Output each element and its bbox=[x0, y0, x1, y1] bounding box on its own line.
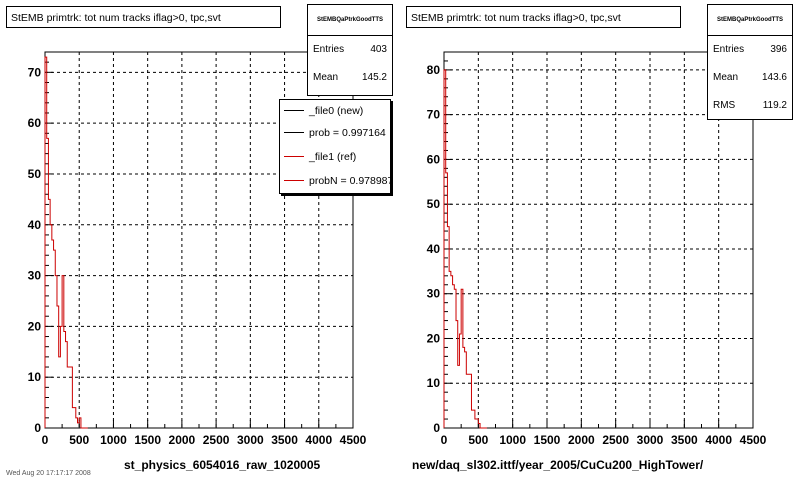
right-stats-mean: Mean 143.6 bbox=[708, 64, 792, 92]
right-y-tick-label: 70 bbox=[427, 108, 441, 122]
legend-entry-probn: probN = 0.978987 bbox=[280, 170, 391, 192]
right-x-tick-label: 3500 bbox=[671, 433, 698, 447]
left-x-tick-label: 2500 bbox=[203, 433, 230, 447]
right-y-tick-label: 20 bbox=[427, 331, 441, 345]
left-y-tick-label: 20 bbox=[28, 319, 42, 333]
left-histogram: 0 500 1000 1500 2000 2500 3000 3500 4000 4500 0 10 2… bbox=[28, 51, 367, 447]
legend-entry-file1: _file1 (ref) bbox=[280, 146, 390, 168]
right-stats-rms-label: RMS bbox=[713, 100, 736, 111]
left-y-tick-label: 30 bbox=[28, 269, 42, 283]
legend-swatch-probn bbox=[284, 180, 304, 181]
left-y-tick-label: 40 bbox=[28, 218, 42, 232]
footer-timestamp: Wed Aug 20 17:17:17 2008 bbox=[6, 470, 91, 477]
left-y-tick-label: 10 bbox=[28, 370, 42, 384]
left-stats-entries-value: 403 bbox=[370, 44, 387, 55]
legend-swatch-prob bbox=[284, 132, 304, 133]
right-x-tick-label: 500 bbox=[468, 433, 488, 447]
right-x-tick-label: 4500 bbox=[740, 433, 767, 447]
right-x-axis-title: new/daq_sl302.ittf/year_2005/CuCu200_Hig… bbox=[412, 458, 704, 472]
left-y-tick-label: 70 bbox=[28, 65, 42, 79]
left-stats-name: StEMBQaPtrkGoodTTS bbox=[308, 5, 392, 36]
legend-label-prob: prob = 0.997164 bbox=[309, 127, 386, 139]
right-stats-mean-label: Mean bbox=[713, 72, 739, 83]
left-x-tick-label: 3000 bbox=[237, 433, 264, 447]
left-x-tick-label: 4000 bbox=[305, 433, 332, 447]
left-y-tick-label: 0 bbox=[34, 421, 41, 435]
right-x-tick-label: 0 bbox=[441, 433, 448, 447]
right-x-tick-label: 2500 bbox=[602, 433, 629, 447]
left-stats-mean: Mean 145.2 bbox=[308, 64, 392, 92]
right-stats-name: StEMBQaPtrkGoodTTS bbox=[708, 5, 792, 36]
legend-label-file0: _file0 (new) bbox=[309, 105, 364, 117]
legend-swatch-file1 bbox=[284, 156, 304, 157]
right-y-tick-label: 40 bbox=[427, 242, 441, 256]
right-y-tick-label: 10 bbox=[427, 376, 441, 390]
left-x-tick-label: 4500 bbox=[340, 433, 367, 447]
legend-swatch-file0 bbox=[284, 110, 304, 111]
left-plot-title: StEMB primtrk: tot num tracks iflag>0, t… bbox=[6, 6, 281, 28]
left-stats-box: StEMBQaPtrkGoodTTS Entries 403 Mean 145.… bbox=[307, 4, 393, 96]
left-stats-entries: Entries 403 bbox=[308, 36, 392, 64]
legend-entry-prob: prob = 0.997164 bbox=[280, 122, 390, 144]
left-x-tick-label: 3500 bbox=[271, 433, 298, 447]
right-series-line bbox=[443, 69, 487, 429]
right-y-tick-label: 0 bbox=[433, 421, 440, 435]
left-series-line bbox=[44, 56, 88, 429]
right-stats-box: StEMBQaPtrkGoodTTS Entries 396 Mean 143.… bbox=[707, 4, 793, 120]
left-x-tick-label: 1000 bbox=[100, 433, 127, 447]
legend-label-file1: _file1 (ref) bbox=[309, 151, 357, 163]
left-stats-mean-label: Mean bbox=[313, 72, 339, 83]
left-x-axis-title: st_physics_6054016_raw_1020005 bbox=[124, 458, 321, 472]
right-stats-entries-label: Entries bbox=[713, 44, 745, 55]
right-x-tick-label: 3000 bbox=[637, 433, 664, 447]
right-x-tick-label: 4000 bbox=[705, 433, 732, 447]
left-legend: _file0 (new) prob = 0.997164 _file1 (ref… bbox=[279, 99, 391, 194]
right-x-tick-label: 1000 bbox=[499, 433, 526, 447]
left-y-tick-label: 50 bbox=[28, 167, 42, 181]
legend-entry-file0: _file0 (new) bbox=[280, 100, 390, 122]
right-y-tick-label: 50 bbox=[427, 197, 441, 211]
right-histogram: 0 500 1000 1500 2000 2500 3000 3500 4000 4500 0 10 2… bbox=[427, 51, 767, 447]
right-plot-panel: 0 500 1000 1500 2000 2500 3000 3500 4000 4500 0 10 2… bbox=[400, 0, 800, 480]
left-x-tick-label: 2000 bbox=[169, 433, 196, 447]
right-x-tick-label: 2000 bbox=[568, 433, 595, 447]
right-y-tick-label: 30 bbox=[427, 287, 441, 301]
left-x-tick-label: 1500 bbox=[134, 433, 161, 447]
left-x-tick-label: 500 bbox=[69, 433, 89, 447]
right-stats-entries-value: 396 bbox=[770, 44, 787, 55]
right-stats-rms: RMS 119.2 bbox=[708, 92, 792, 120]
left-stats-entries-label: Entries bbox=[313, 44, 345, 55]
right-stats-entries: Entries 396 bbox=[708, 36, 792, 64]
right-y-tick-label: 60 bbox=[427, 152, 441, 166]
right-x-tick-label: 1500 bbox=[534, 433, 561, 447]
right-plot-title: StEMB primtrk: tot num tracks iflag>0, t… bbox=[406, 6, 681, 28]
left-plot-panel: 0 500 1000 1500 2000 2500 3000 3500 4000 4500 0 10 2… bbox=[6, 4, 393, 472]
right-y-tick-label: 80 bbox=[427, 63, 441, 77]
right-stats-rms-value: 119.2 bbox=[762, 100, 787, 111]
left-x-tick-label: 0 bbox=[42, 433, 49, 447]
left-y-tick-label: 60 bbox=[28, 116, 42, 130]
right-stats-mean-value: 143.6 bbox=[761, 72, 787, 83]
left-stats-mean-value: 145.2 bbox=[361, 72, 387, 83]
legend-label-probn: probN = 0.978987 bbox=[309, 175, 391, 187]
